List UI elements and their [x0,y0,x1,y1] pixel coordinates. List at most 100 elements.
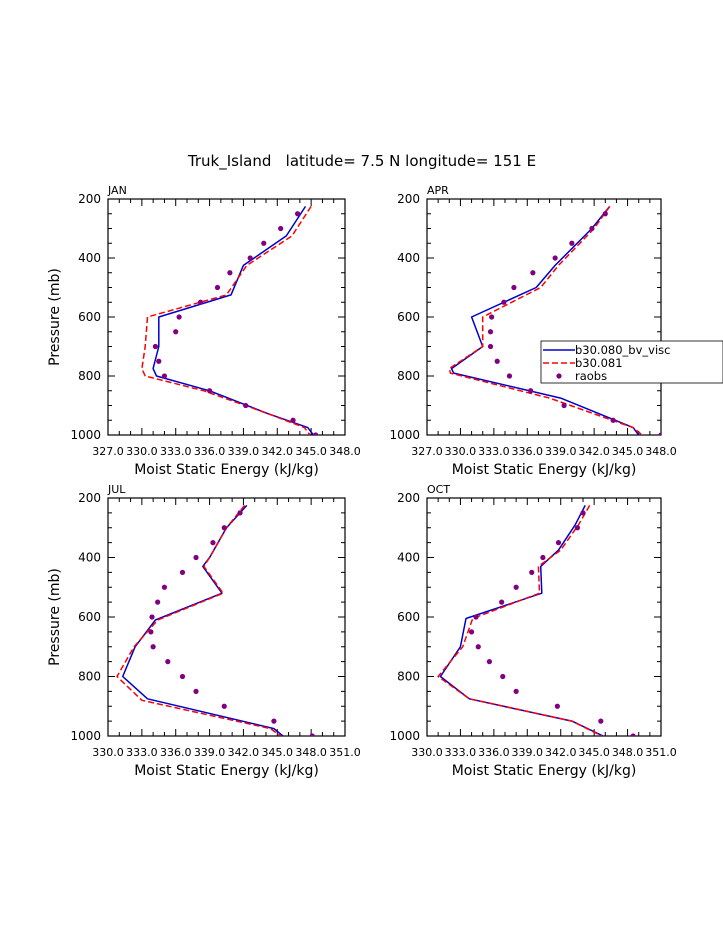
raobs-point [475,644,481,650]
raobs-point [506,373,513,379]
raobs-point [499,599,505,605]
x-axis-label: Moist Static Energy (kJ/kg) [134,763,319,779]
raobs-point [569,240,575,246]
raobs-point [530,270,536,276]
raobs-point [602,211,608,217]
raobs-point [165,659,171,665]
y-tick-label: 600 [78,310,101,324]
raobs-point [598,718,604,724]
x-tick-label: 342.0 [228,746,260,759]
legend-label: b30.080_bv_visc [575,343,670,357]
raobs-point [489,314,495,320]
raobs-point [247,255,253,261]
raobs-point [309,733,315,736]
raobs-point [313,432,319,435]
series-line-b30-080 [450,205,640,435]
series-line-b30-081 [448,205,643,435]
raobs-point [295,211,301,217]
raobs-point [161,584,168,590]
raobs-point [561,402,567,409]
x-tick-label: 336.0 [160,746,192,759]
raobs-point [243,402,249,409]
y-tick-label: 600 [397,610,420,624]
x-tick-label: 345.0 [612,445,644,458]
x-tick-label: 348.0 [645,445,677,458]
y-tick-label: 200 [397,192,420,206]
raobs-point [221,703,227,709]
series-line-b30-081 [437,505,603,736]
raobs-point [173,329,179,335]
x-tick-label: 330.0 [92,746,124,759]
x-tick-label: 333.0 [445,746,477,759]
raobs-point [227,270,233,276]
raobs-point [494,358,500,364]
x-tick-label: 330.0 [411,746,443,759]
x-tick-label: 342.0 [578,445,610,458]
y-tick-label: 400 [397,551,420,565]
y-tick-label: 1000 [389,729,420,743]
raobs-point [261,240,267,246]
raobs-point [193,688,199,694]
series-line-b30-080 [152,205,314,435]
raobs-point [237,510,243,516]
raobs-point [487,329,494,335]
y-tick-label: 400 [78,551,101,565]
panels: 327.0 330.0 333.0 336.0 339.0 342.0 345.0 348.0… [47,184,677,779]
legend-marker-raobs [556,373,562,379]
raobs-point [555,540,562,546]
raobs-point [500,673,506,680]
raobs-point [487,343,494,350]
series-line-b30-080 [439,505,604,736]
raobs-point [290,417,296,423]
raobs-point [580,510,586,516]
raobs-point [468,629,475,635]
y-tick-label: 400 [397,251,420,265]
x-tick-label: 345.0 [578,746,610,759]
y-tick-label: 800 [397,670,420,684]
x-tick-label: 336.0 [512,445,544,458]
series-group [116,504,315,736]
x-tick-label: 345.0 [295,445,327,458]
x-tick-label: 336.0 [194,445,226,458]
y-tick-label: 800 [78,670,101,684]
panel-apr: 327.0 330.0 333.0 336.0 339.0 342.0 345.0 348.0… [389,184,676,478]
y-axis-label: Pressure (mb) [47,268,63,366]
series-line-b30-081 [141,205,312,435]
y-tick-label: 600 [78,610,101,624]
x-tick-label: 327.0 [92,445,124,458]
raobs-point [658,432,661,435]
x-tick-label: 333.0 [126,746,158,759]
panel-oct: 330.0 333.0 336.0 339.0 342.0 345.0 348.0 351.0… [389,483,676,779]
x-tick-label: 339.0 [228,445,260,458]
raobs-point [513,584,519,590]
raobs-point [610,417,616,423]
x-tick-label: 351.0 [645,746,677,759]
panel-title: JAN [107,184,127,197]
x-tick-label: 339.0 [194,746,226,759]
plot-frame [426,497,662,737]
x-tick-label: 348.0 [329,445,361,458]
series-group [437,505,636,736]
y-axis-label: Pressure (mb) [47,568,63,666]
raobs-point [148,629,154,635]
x-axis-label: Moist Static Energy (kJ/kg) [134,462,319,478]
raobs-point [179,569,186,575]
x-tick-label: 336.0 [478,746,510,759]
series-line-b30-081 [116,504,282,736]
raobs-point [552,255,558,261]
raobs-point [278,225,284,232]
x-tick-label: 333.0 [478,445,510,458]
x-tick-label: 327.0 [411,445,443,458]
legend-box [540,340,723,384]
legend-label: raobs [575,369,607,383]
raobs-point [511,284,517,291]
panel-jan: 327.0 330.0 333.0 336.0 339.0 342.0 345.0 348.0… [47,184,361,478]
raobs-point [156,358,162,364]
raobs-point [149,614,155,620]
series-group [141,205,319,435]
y-tick-label: 200 [78,491,101,505]
y-tick-label: 800 [397,369,420,383]
y-tick-label: 200 [78,192,101,206]
raobs-point [486,659,492,665]
